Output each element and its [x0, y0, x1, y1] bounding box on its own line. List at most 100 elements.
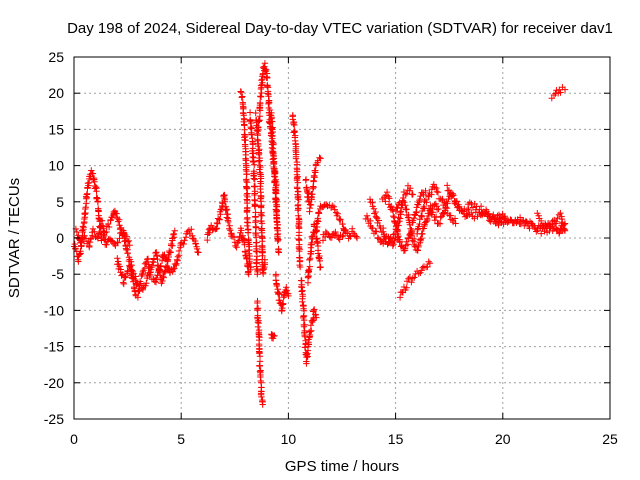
- data-point: [81, 232, 88, 239]
- data-point: [409, 191, 416, 198]
- data-point: [181, 237, 188, 244]
- data-point: [396, 215, 404, 222]
- data-point: [394, 205, 401, 212]
- data-point: [246, 260, 253, 267]
- data-point: [296, 246, 303, 253]
- ticks: 0 5 10 15 20 25 -25 -20 -15 -10 -5 0 5 10 15 20 25: [44, 49, 618, 447]
- data-point: [423, 218, 430, 225]
- y-tick-label: -25: [44, 411, 64, 427]
- data-point: [313, 314, 320, 321]
- data-point: [523, 219, 531, 226]
- data-point: [389, 235, 396, 243]
- data-point: [334, 210, 341, 217]
- data-point: [255, 151, 263, 158]
- data-point: [308, 239, 315, 247]
- data-point: [73, 228, 81, 236]
- data-point: [444, 200, 451, 207]
- data-point: [251, 161, 258, 168]
- data-point: [389, 206, 396, 213]
- y-tick-label: 5: [56, 194, 64, 210]
- data-point: [306, 208, 313, 215]
- data-point: [316, 154, 323, 161]
- data-point: [459, 208, 466, 215]
- data-point: [171, 227, 178, 234]
- data-point: [303, 186, 311, 194]
- data-point: [407, 225, 414, 232]
- data-point: [312, 167, 319, 174]
- data-point: [253, 239, 260, 246]
- data-point: [274, 227, 281, 234]
- data-point: [353, 233, 360, 240]
- data-point: [531, 224, 538, 231]
- data-point: [95, 230, 103, 237]
- data-point: [322, 228, 329, 236]
- data-point: [314, 215, 321, 222]
- y-tick-label: -10: [44, 302, 64, 318]
- data-point: [388, 202, 395, 210]
- data-point: [162, 263, 169, 271]
- data-point: [306, 263, 313, 270]
- data-point: [303, 360, 310, 367]
- data-point: [283, 287, 291, 294]
- data-point: [208, 222, 215, 229]
- data-point: [409, 275, 416, 282]
- data-point: [294, 185, 301, 192]
- data-point: [280, 300, 287, 307]
- x-tick-label: 0: [70, 431, 78, 447]
- data-point: [528, 220, 535, 227]
- data-point: [403, 206, 410, 213]
- data-point: [86, 242, 93, 250]
- data-point: [431, 217, 439, 224]
- data-point: [474, 213, 481, 220]
- data-point: [395, 232, 402, 240]
- data-point: [292, 155, 300, 162]
- data-point: [353, 234, 361, 242]
- data-point: [273, 224, 281, 231]
- data-point: [255, 117, 263, 124]
- data-point: [314, 223, 321, 231]
- data-point: [256, 113, 264, 120]
- data-point: [204, 236, 211, 244]
- data-point: [373, 228, 380, 235]
- data-point: [274, 237, 281, 245]
- data-point: [276, 290, 283, 298]
- x-axis-label: GPS time / hours: [285, 458, 399, 475]
- data-point: [104, 220, 112, 228]
- data-point: [82, 204, 89, 211]
- data-point: [75, 258, 82, 265]
- data-point: [417, 192, 424, 200]
- data-point: [554, 214, 561, 222]
- data-point: [390, 241, 397, 248]
- data-point: [174, 253, 182, 260]
- data-point: [223, 214, 230, 221]
- data-point: [223, 207, 230, 214]
- data-point: [307, 322, 315, 329]
- data-point: [283, 284, 290, 291]
- data-point: [263, 66, 270, 74]
- data-point: [533, 228, 540, 235]
- data-point: [244, 219, 252, 226]
- data-point: [422, 187, 429, 195]
- data-point: [248, 131, 255, 138]
- data-point: [403, 284, 410, 291]
- data-point: [380, 228, 387, 235]
- data-point: [136, 281, 143, 289]
- data-point: [323, 230, 331, 237]
- data-point: [306, 331, 314, 339]
- data-point: [340, 232, 347, 239]
- data-point: [251, 190, 258, 197]
- data-point: [433, 188, 441, 195]
- data-point: [404, 241, 411, 248]
- data-point: [257, 211, 265, 218]
- data-point: [257, 163, 264, 171]
- data-point: [309, 232, 316, 240]
- x-tick-label: 5: [177, 431, 185, 447]
- data-point: [93, 194, 100, 201]
- data-point: [251, 203, 258, 210]
- data-point: [349, 225, 356, 232]
- data-point: [77, 239, 84, 246]
- data-point: [307, 201, 315, 209]
- data-point: [254, 306, 261, 314]
- data-point: [137, 280, 144, 287]
